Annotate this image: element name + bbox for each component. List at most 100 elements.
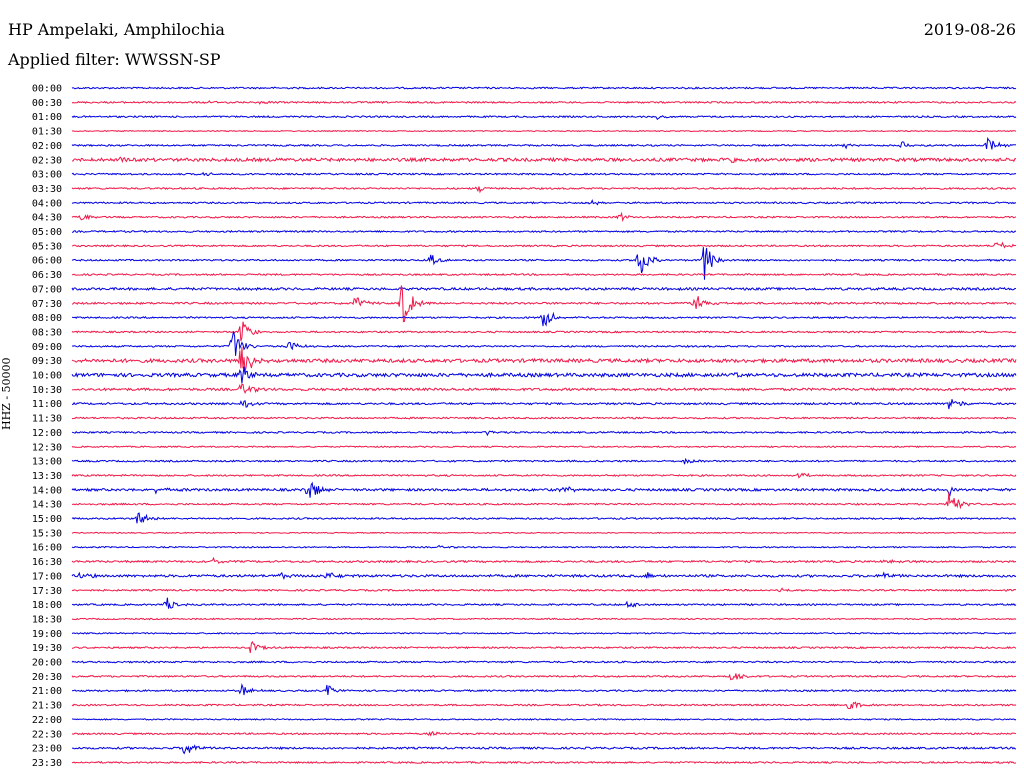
time-label: 02:30 — [32, 155, 62, 166]
trace-line — [71, 286, 1017, 292]
trace-line — [71, 744, 1016, 755]
time-label: 12:00 — [32, 428, 62, 439]
trace-line — [71, 136, 1017, 150]
trace-line — [71, 660, 1017, 664]
trace-line — [71, 492, 1017, 510]
trace-line — [71, 211, 1017, 223]
time-labels: 00:00 00:30 01:00 01:30 02:00 02:30 03:00 03:30… — [32, 84, 62, 769]
time-label: 07:00 — [32, 284, 62, 295]
time-label: 03:00 — [32, 170, 62, 181]
time-label: 18:30 — [32, 614, 62, 625]
time-label: 09:30 — [32, 356, 62, 367]
trace-line — [71, 311, 1017, 327]
trace-line — [71, 272, 1017, 277]
time-label: 21:00 — [32, 686, 62, 697]
time-label: 21:30 — [32, 701, 62, 712]
time-label: 12:30 — [32, 442, 62, 453]
time-label: 06:30 — [32, 270, 62, 281]
station-title: HP Ampelaki, Amphilochia — [8, 20, 225, 39]
time-label: 11:30 — [32, 414, 62, 425]
trace-line — [71, 156, 1017, 164]
time-label: 00:30 — [32, 98, 62, 109]
trace-line — [71, 321, 1017, 342]
trace-line — [71, 100, 1017, 105]
trace-line — [71, 241, 1017, 249]
trace-line — [71, 331, 1017, 356]
time-label: 20:30 — [32, 672, 62, 683]
trace-line — [71, 383, 1017, 394]
trace-line — [71, 597, 1017, 609]
trace-line — [71, 416, 1017, 420]
trace-line — [71, 457, 1017, 465]
time-label: 06:00 — [32, 256, 62, 267]
trace-line — [71, 556, 1017, 565]
trace-line — [71, 472, 1017, 479]
time-label: 03:30 — [32, 184, 62, 195]
trace-line — [71, 430, 1017, 437]
filter-value: WWSSN-SP — [124, 50, 221, 69]
trace-line — [71, 481, 1016, 498]
time-label: 00:00 — [32, 84, 62, 95]
time-label: 23:30 — [32, 758, 62, 769]
time-label: 15:30 — [32, 528, 62, 539]
time-label: 15:00 — [32, 514, 62, 525]
time-label: 19:30 — [32, 643, 62, 654]
time-label: 13:30 — [32, 471, 62, 482]
time-label: 14:00 — [32, 485, 62, 496]
trace-line — [71, 285, 1017, 323]
time-label: 11:00 — [32, 399, 62, 410]
time-label: 01:30 — [32, 127, 62, 138]
time-label: 09:00 — [32, 342, 62, 353]
time-label: 16:30 — [32, 557, 62, 568]
time-label: 13:00 — [32, 457, 62, 468]
trace-line — [71, 198, 1017, 206]
trace-line — [71, 673, 1017, 681]
time-label: 08:30 — [32, 327, 62, 338]
trace-line — [71, 587, 1017, 593]
trace-line — [71, 760, 1017, 765]
time-label: 05:00 — [32, 227, 62, 238]
filter-row: Applied filter: WWSSN-SP — [8, 50, 221, 70]
trace-line — [71, 247, 1017, 280]
time-label: 22:00 — [32, 715, 62, 726]
trace-line — [71, 399, 1017, 410]
time-label: 19:00 — [32, 629, 62, 640]
time-label: 23:00 — [32, 744, 62, 755]
trace-line — [71, 86, 1017, 90]
filter-label: Applied filter: — [8, 50, 120, 69]
trace-line — [71, 186, 1017, 194]
time-label: 10:30 — [32, 385, 62, 396]
trace-line — [71, 171, 1017, 177]
time-label: 17:30 — [32, 586, 62, 597]
trace-line — [71, 129, 1017, 133]
time-label: 04:30 — [32, 213, 62, 224]
trace-line — [71, 445, 1017, 449]
time-label: 20:00 — [32, 658, 62, 669]
time-label: 16:00 — [32, 543, 62, 554]
time-label: 17:00 — [32, 571, 62, 582]
trace-line — [72, 718, 1017, 721]
trace-line — [71, 531, 1017, 534]
trace-line — [71, 346, 1017, 372]
trace-line — [71, 571, 1017, 580]
trace-line — [71, 640, 1017, 654]
date-label: 2019-08-26 — [923, 20, 1016, 39]
trace-line — [72, 229, 1017, 234]
trace-line — [71, 115, 1017, 121]
trace-line — [71, 632, 1017, 635]
time-label: 04:00 — [32, 198, 62, 209]
trace-line — [71, 512, 1017, 524]
time-label: 05:30 — [32, 241, 62, 252]
time-label: 01:00 — [32, 112, 62, 123]
seismic-traces — [71, 86, 1017, 765]
trace-line — [71, 730, 1017, 737]
time-label: 02:00 — [32, 141, 62, 152]
trace-line — [71, 617, 1017, 621]
time-label: 14:30 — [32, 500, 62, 511]
trace-line — [71, 701, 1017, 710]
time-label: 18:00 — [32, 600, 62, 611]
time-label: 07:30 — [32, 299, 62, 310]
trace-line — [71, 544, 1017, 549]
trace-line — [71, 683, 1017, 696]
